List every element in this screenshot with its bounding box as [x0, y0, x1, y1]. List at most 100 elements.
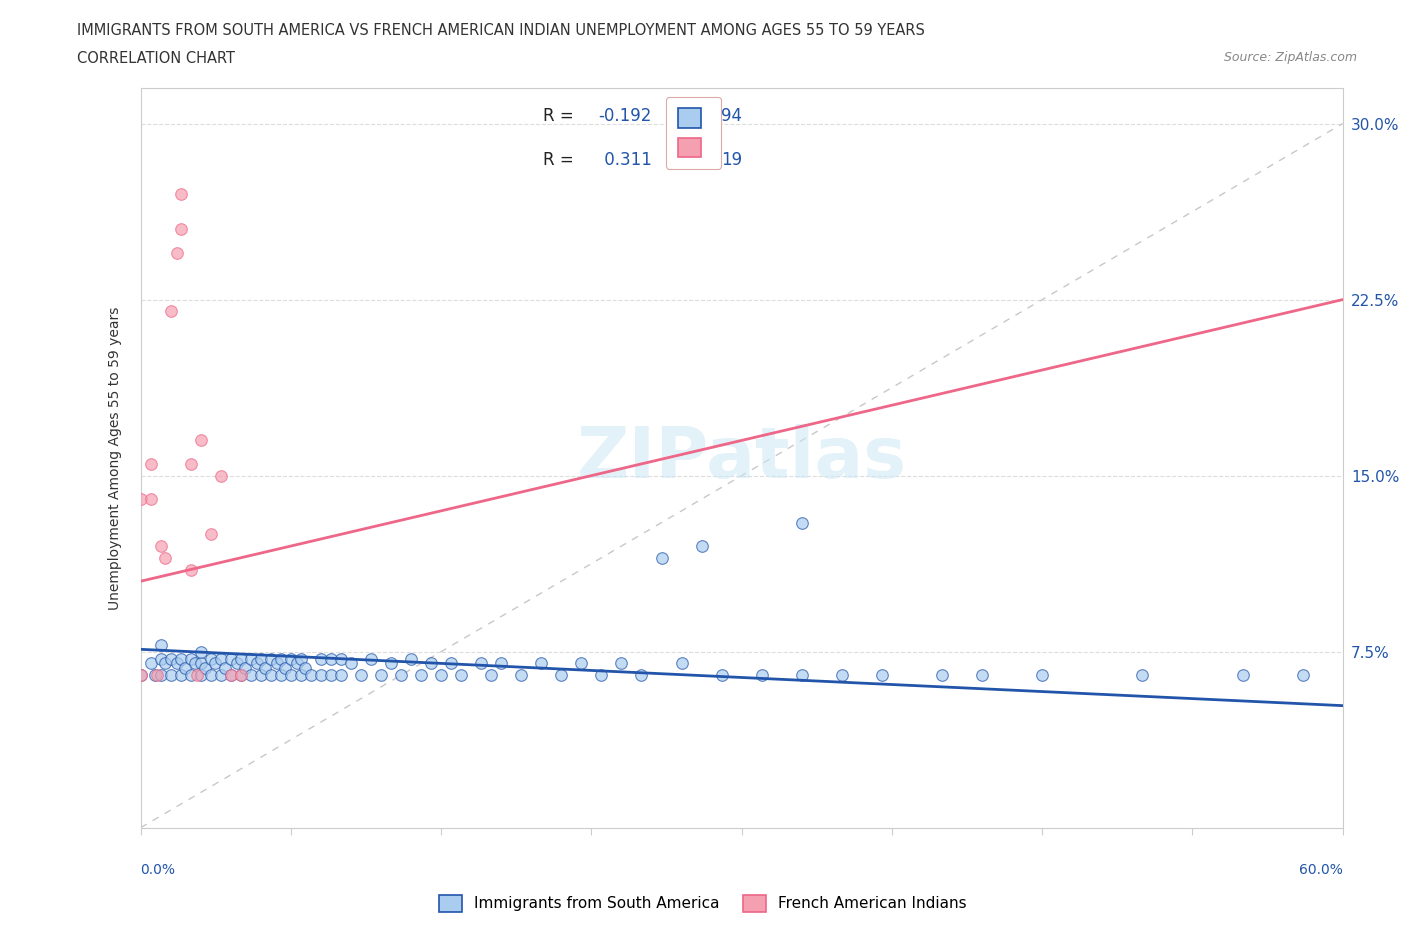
Point — [149, 637, 172, 652]
Text: ZIPatlas: ZIPatlas — [576, 423, 907, 493]
Point — [169, 187, 191, 202]
Legend: , : , — [666, 97, 721, 168]
Point — [319, 651, 342, 666]
Point — [380, 656, 402, 671]
Point — [246, 656, 269, 671]
Text: N =: N = — [685, 152, 723, 169]
Point — [149, 668, 172, 683]
Text: CORRELATION CHART: CORRELATION CHART — [77, 51, 235, 66]
Point — [239, 668, 262, 683]
Point — [370, 668, 392, 683]
Point — [319, 668, 342, 683]
Point — [260, 668, 283, 683]
Point — [250, 668, 273, 683]
Point — [470, 656, 492, 671]
Point — [931, 668, 953, 683]
Point — [389, 668, 412, 683]
Point — [253, 660, 276, 675]
Point — [190, 668, 212, 683]
Point — [190, 433, 212, 448]
Point — [651, 551, 673, 565]
Point — [149, 538, 172, 553]
Point — [1232, 668, 1254, 683]
Point — [239, 651, 262, 666]
Point — [1291, 668, 1313, 683]
Point — [204, 656, 226, 671]
Point — [190, 644, 212, 659]
Text: 0.311: 0.311 — [599, 152, 651, 169]
Point — [200, 668, 222, 683]
Point — [229, 668, 252, 683]
Point — [430, 668, 453, 683]
Text: R =: R = — [543, 107, 579, 125]
Point — [159, 651, 181, 666]
Point — [1031, 668, 1053, 683]
Point — [169, 221, 191, 236]
Text: 19: 19 — [721, 152, 742, 169]
Point — [751, 668, 773, 683]
Text: IMMIGRANTS FROM SOUTH AMERICA VS FRENCH AMERICAN INDIAN UNEMPLOYMENT AMONG AGES : IMMIGRANTS FROM SOUTH AMERICA VS FRENCH … — [77, 23, 925, 38]
Point — [831, 668, 853, 683]
Point — [129, 668, 152, 683]
Text: 60.0%: 60.0% — [1299, 863, 1343, 877]
Point — [550, 668, 572, 683]
Point — [870, 668, 893, 683]
Text: 0.0%: 0.0% — [141, 863, 176, 877]
Point — [285, 656, 308, 671]
Point — [671, 656, 693, 671]
Point — [149, 651, 172, 666]
Point — [630, 668, 652, 683]
Point — [209, 651, 232, 666]
Point — [190, 656, 212, 671]
Point — [209, 668, 232, 683]
Point — [200, 651, 222, 666]
Point — [153, 551, 176, 565]
Point — [360, 651, 382, 666]
Point — [229, 668, 252, 683]
Point — [180, 457, 202, 472]
Point — [180, 668, 202, 683]
Point — [209, 468, 232, 483]
Point — [166, 656, 188, 671]
Point — [610, 656, 633, 671]
Point — [129, 492, 152, 507]
Point — [440, 656, 463, 671]
Point — [143, 668, 166, 683]
Point — [129, 668, 152, 683]
Point — [1130, 668, 1153, 683]
Point — [294, 660, 316, 675]
Point — [530, 656, 553, 671]
Point — [399, 651, 422, 666]
Point — [411, 668, 433, 683]
Point — [270, 651, 292, 666]
Point — [710, 668, 733, 683]
Legend: Immigrants from South America, French American Indians: Immigrants from South America, French Am… — [433, 889, 973, 918]
Point — [491, 656, 513, 671]
Text: R =: R = — [543, 152, 579, 169]
Point — [290, 651, 312, 666]
Point — [219, 668, 242, 683]
Point — [350, 668, 373, 683]
Point — [159, 304, 181, 319]
Y-axis label: Unemployment Among Ages 55 to 59 years: Unemployment Among Ages 55 to 59 years — [108, 306, 122, 610]
Point — [330, 651, 353, 666]
Point — [299, 668, 322, 683]
Point — [169, 651, 191, 666]
Point — [270, 668, 292, 683]
Point — [420, 656, 443, 671]
Point — [972, 668, 994, 683]
Point — [219, 668, 242, 683]
Point — [330, 668, 353, 683]
Point — [153, 656, 176, 671]
Point — [510, 668, 533, 683]
Point — [280, 651, 302, 666]
Text: -0.192: -0.192 — [599, 107, 652, 125]
Point — [790, 515, 813, 530]
Point — [145, 668, 167, 683]
Point — [309, 651, 332, 666]
Point — [139, 457, 162, 472]
Point — [340, 656, 363, 671]
Point — [219, 651, 242, 666]
Point — [169, 668, 191, 683]
Text: 94: 94 — [721, 107, 742, 125]
